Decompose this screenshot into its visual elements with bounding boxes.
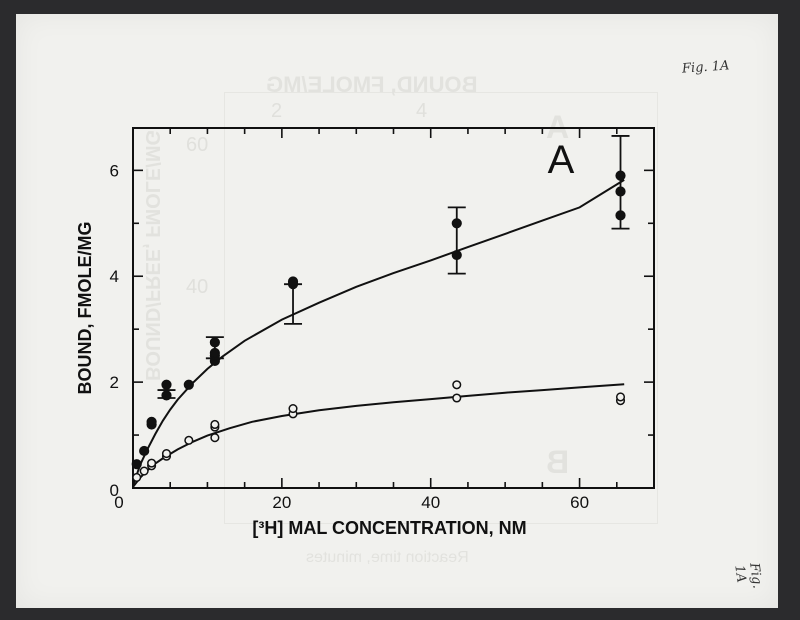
data-point-filled xyxy=(451,249,462,261)
data-point-filled xyxy=(161,379,172,390)
bleed-through-text: 40 xyxy=(186,276,209,298)
data-point-filled xyxy=(146,416,157,427)
y-tick-label: 0 xyxy=(110,481,119,500)
data-point-filled xyxy=(139,445,150,457)
x-tick-label: 0 xyxy=(114,493,123,512)
data-point-open xyxy=(139,466,149,476)
data-point-open xyxy=(147,458,157,468)
x-tick-label: 60 xyxy=(570,493,589,512)
fit-curve xyxy=(132,383,625,488)
data-point-open xyxy=(452,380,462,390)
photograph-print: BOUND, FMOLE/MG A B Reaction time, minut… xyxy=(16,14,778,608)
x-tick-label: 20 xyxy=(272,493,291,512)
data-point-open xyxy=(210,419,220,430)
data-point-open xyxy=(288,404,298,414)
x-tick-label: 40 xyxy=(421,493,440,512)
data-point-filled xyxy=(131,459,142,470)
fit-curve xyxy=(132,179,625,486)
data-point-filled xyxy=(183,379,194,390)
data-point-open xyxy=(615,392,626,402)
y-axis-label: BOUND, FMOLE/MG xyxy=(75,222,95,395)
bleed-through-frame xyxy=(224,92,658,524)
bleed-through-text: 60 xyxy=(186,134,209,156)
data-point-filled xyxy=(615,186,626,197)
panel-label: A xyxy=(548,138,575,182)
data-point-open xyxy=(132,472,142,482)
y-tick-label: 6 xyxy=(110,161,119,180)
y-tick-label: 4 xyxy=(110,267,119,286)
data-point-filled xyxy=(209,337,220,348)
data-point-filled xyxy=(287,276,299,287)
bleed-through-text: 4 xyxy=(416,100,428,122)
data-point-open xyxy=(210,433,220,443)
data-point-filled xyxy=(161,390,172,401)
data-point-open xyxy=(184,435,194,445)
data-point-open xyxy=(161,449,172,459)
bleed-through-text: 2 xyxy=(271,100,283,122)
data-point-filled xyxy=(615,170,626,181)
data-point-filled xyxy=(615,210,626,221)
data-point-filled xyxy=(209,347,220,359)
data-point-open xyxy=(452,393,462,403)
x-axis-label: [³H] MAL CONCENTRATION, NM xyxy=(252,518,526,538)
y-tick-label: 2 xyxy=(110,373,119,392)
data-point-filled xyxy=(451,218,462,229)
